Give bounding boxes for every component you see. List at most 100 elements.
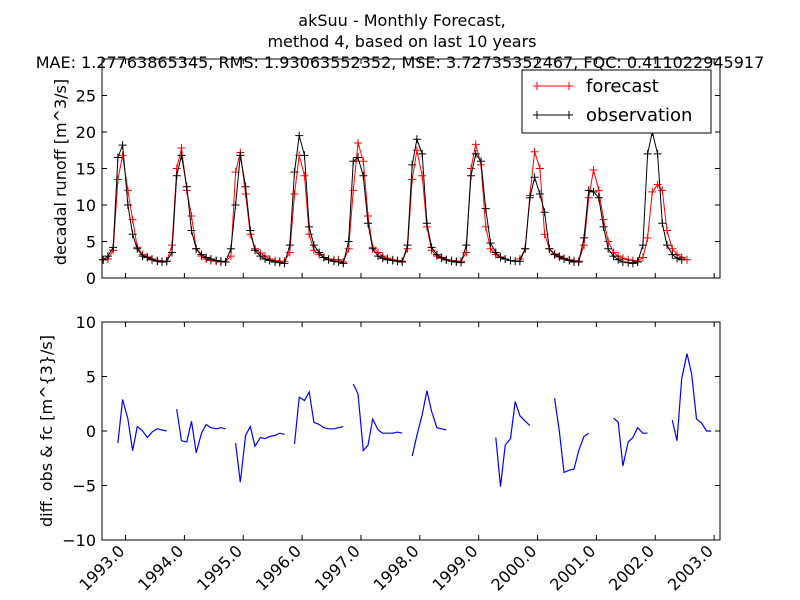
top-series-layer: [99, 128, 692, 268]
observation-point: [182, 182, 191, 191]
x-tick-label: 1999.0: [428, 541, 481, 594]
observation-point: [643, 149, 652, 158]
observation-point: [521, 244, 530, 253]
forecast-point: [177, 144, 186, 153]
bottom-y-axis: −10 −5 0 5 10: [62, 313, 720, 550]
observation-point: [123, 201, 132, 209]
observation-point: [589, 187, 598, 196]
observation-point: [280, 259, 289, 268]
observation-point: [339, 259, 348, 268]
observation-point: [177, 151, 186, 160]
difference-series-line: [117, 399, 167, 451]
observation-point: [491, 248, 500, 257]
forecast-point: [285, 248, 294, 257]
bottom-y-tick-label: 10: [76, 313, 96, 332]
observation-point: [275, 258, 284, 267]
observation-point: [197, 250, 206, 259]
observation-point: [412, 135, 421, 144]
observation-point: [447, 257, 456, 266]
top-y-tick-label: 20: [76, 123, 96, 142]
observation-point: [457, 258, 466, 267]
observation-point: [315, 248, 324, 257]
observation-point: [574, 257, 583, 266]
forecast-point: [118, 151, 127, 160]
observation-point: [265, 256, 274, 265]
observation-point: [172, 171, 181, 180]
forecast-point: [359, 157, 368, 166]
observation-point: [398, 257, 407, 266]
observation-point: [374, 252, 383, 261]
forecast-point: [412, 146, 421, 155]
observation-point: [535, 190, 544, 199]
observation-point: [138, 252, 147, 261]
observation-point: [668, 250, 677, 259]
x-tick-label: 1998.0: [370, 541, 423, 594]
difference-series-line: [411, 390, 447, 457]
title-line-2: method 4, based on last 10 years: [267, 32, 536, 51]
x-tick-label: 1994.0: [134, 541, 187, 594]
observation-point: [599, 222, 608, 231]
observation-point: [261, 255, 270, 264]
forecast-point: [123, 186, 132, 195]
observation-point: [226, 244, 235, 253]
observation-point: [565, 256, 574, 265]
observation-point: [133, 244, 142, 253]
observation-point: [609, 252, 618, 261]
top-y-tick-label: 25: [76, 87, 96, 106]
observation-point: [187, 226, 196, 235]
observation-point: [158, 257, 167, 266]
observation-point: [162, 257, 171, 266]
observation-point: [364, 219, 373, 228]
bottom-y-tick-label: 0: [86, 422, 96, 441]
observation-point: [584, 186, 593, 195]
observation-point: [486, 238, 495, 247]
observation-point: [393, 257, 402, 266]
observation-point: [290, 168, 299, 177]
forecast-point: [467, 164, 476, 173]
observation-point: [300, 151, 309, 160]
forecast-series-line: [103, 142, 501, 263]
observation-point: [113, 153, 122, 162]
forecast-point: [580, 241, 589, 250]
observation-point: [148, 255, 157, 264]
observation-point: [153, 257, 162, 266]
observation-point: [383, 255, 392, 264]
observation-point: [437, 253, 446, 262]
difference-series-line: [235, 424, 285, 483]
bottom-y-tick-label: 5: [86, 368, 96, 387]
x-tick-label: 2002.0: [605, 541, 658, 594]
x-axis: 1993.0 1994.0 1995.0 1996.0 1997.0 1998.0 1999…: [75, 59, 717, 594]
observation-point: [540, 208, 549, 217]
bottom-y-axis-label: diff. obs & fc [m^{3}/s]: [37, 335, 56, 527]
observation-point: [663, 241, 672, 250]
observation-point: [560, 255, 569, 264]
observation-point: [192, 244, 201, 253]
difference-series-line: [613, 417, 648, 467]
observation-point: [359, 171, 368, 180]
legend: forecast observation: [521, 69, 712, 134]
legend-observation-label: observation: [586, 105, 692, 126]
title-line-3: MAE: 1.27763865345, RMS: 1.93063552352, …: [36, 53, 765, 72]
x-tick-label: 1995.0: [193, 541, 246, 594]
observation-point: [594, 193, 603, 202]
x-tick-label: 2003.0: [664, 541, 717, 594]
difference-series-line: [176, 409, 226, 453]
observation-point: [295, 131, 304, 140]
observation-point: [481, 204, 490, 213]
observation-point: [471, 149, 480, 158]
observation-point: [628, 259, 637, 268]
observation-point: [118, 141, 127, 150]
top-y-tick-label: 5: [86, 233, 96, 252]
observation-point: [614, 255, 623, 264]
observation-point: [109, 243, 118, 252]
observation-point: [319, 253, 328, 262]
forecast-point: [305, 230, 314, 239]
observation-point: [496, 253, 505, 262]
forecast-series-line: [519, 151, 688, 262]
forecast-point: [344, 244, 353, 253]
forecast-point: [589, 165, 598, 174]
observation-point: [236, 151, 245, 160]
observation-point: [525, 193, 534, 202]
difference-series-line: [671, 353, 712, 441]
